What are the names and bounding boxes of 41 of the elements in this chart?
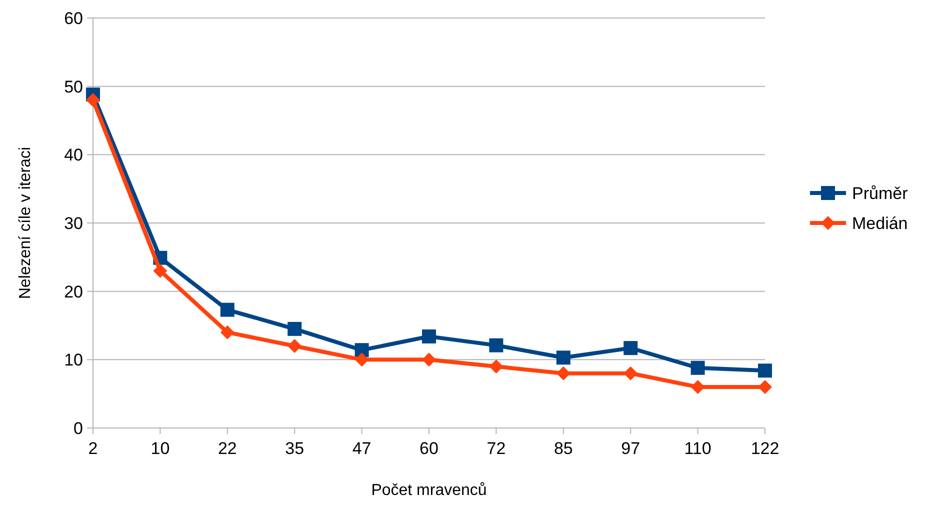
x-axis-title: Počet mravenců	[371, 482, 487, 499]
point	[288, 322, 302, 336]
y-tick-label: 20	[64, 282, 83, 302]
y-tick-label: 30	[64, 214, 83, 233]
x-tick-label: 110	[684, 439, 712, 458]
point	[489, 360, 504, 374]
x-tick-label: 22	[218, 439, 237, 458]
y-tick-label: 60	[64, 8, 83, 28]
point	[758, 380, 772, 394]
point	[422, 329, 436, 344]
point	[556, 350, 570, 365]
point	[690, 380, 705, 394]
point	[153, 264, 168, 278]
legend-label: Medián	[852, 214, 908, 233]
y-tick-label: 50	[64, 77, 83, 96]
y-tick-label: 0	[74, 418, 83, 438]
point	[86, 93, 100, 107]
point	[690, 360, 705, 375]
point	[288, 339, 302, 353]
point	[220, 325, 234, 340]
y-axis-title: Nelezení cíle v iteraci	[17, 146, 34, 300]
x-tick-label: 60	[420, 439, 438, 458]
point	[422, 352, 436, 367]
point	[556, 366, 570, 380]
point	[220, 302, 234, 317]
x-tick-label: 47	[352, 439, 372, 458]
x-tick-label: 122	[750, 439, 780, 458]
y-tick-label: 10	[64, 350, 83, 370]
x-tick-label: 10	[150, 439, 170, 458]
point	[354, 352, 369, 367]
x-tick-label: 85	[554, 439, 573, 458]
x-tick-label: 2	[88, 439, 98, 458]
point	[489, 338, 504, 352]
x-tick-label: 72	[486, 439, 506, 458]
legend-label: Průměr	[852, 184, 908, 203]
x-tick-label: 35	[285, 439, 304, 458]
point	[624, 366, 638, 380]
x-tick-label: 97	[621, 439, 640, 458]
point	[758, 364, 772, 378]
y-tick-label: 40	[64, 146, 83, 165]
point	[624, 341, 638, 356]
